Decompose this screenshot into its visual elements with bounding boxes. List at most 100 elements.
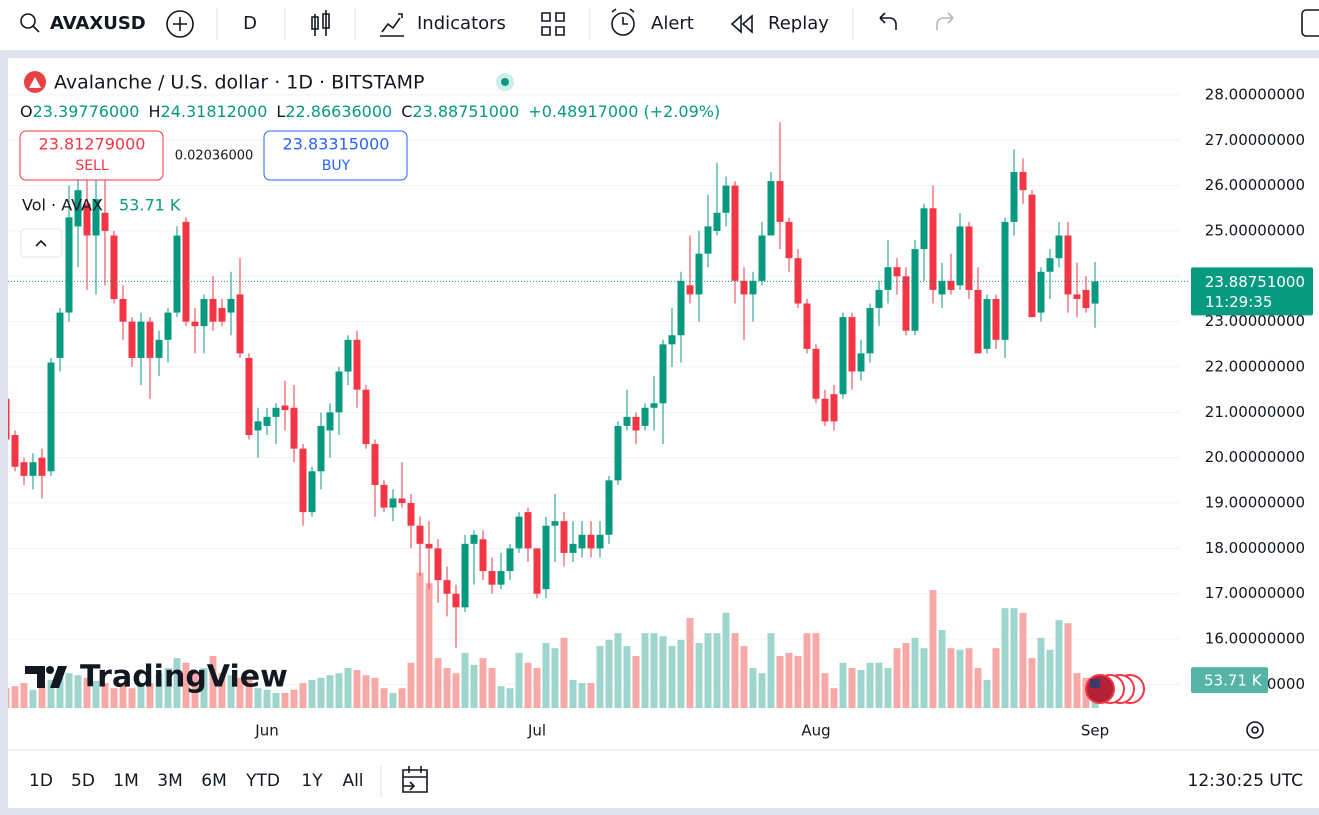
range-button[interactable]: 6M: [201, 771, 226, 791]
candle-body: [623, 416, 631, 426]
candle-body: [740, 280, 748, 295]
volume-bar: [461, 652, 469, 708]
candle-body: [965, 226, 973, 290]
volume-bar: [119, 683, 127, 708]
volume-bar: [686, 618, 694, 708]
volume-bar: [56, 677, 64, 708]
indicators-button[interactable]: Indicators: [417, 13, 506, 34]
chart-type-button[interactable]: [311, 10, 330, 36]
market-status-dot: [501, 78, 509, 86]
range-button[interactable]: 1M: [113, 771, 138, 791]
candle-body: [488, 571, 496, 585]
x-tick-label: Jul: [527, 722, 546, 740]
volume-bar: [893, 648, 901, 708]
undo-button[interactable]: [879, 12, 897, 30]
y-tick-label: 27.00000000: [1205, 131, 1305, 149]
range-button[interactable]: YTD: [245, 771, 280, 791]
candle-body: [920, 208, 928, 250]
goto-date-button[interactable]: [402, 766, 428, 793]
countdown: 11:29:35: [1205, 293, 1272, 311]
candle-body: [200, 298, 208, 327]
chevron-icon: [35, 239, 47, 247]
candle-body: [272, 407, 280, 417]
volume-bar: [110, 688, 118, 708]
settings-icon: [1251, 726, 1259, 734]
range-button[interactable]: 1D: [29, 771, 53, 791]
volume-bar: [947, 648, 955, 708]
candle-body: [803, 303, 811, 349]
volume-bar: [884, 667, 892, 708]
ohlc-value: 23.88751000: [412, 102, 519, 121]
volume-bar: [200, 667, 208, 708]
candle-body: [695, 253, 703, 295]
layouts-button[interactable]: [541, 12, 565, 36]
volume-bar: [335, 673, 343, 708]
range-button[interactable]: 1Y: [301, 771, 323, 791]
volume-bar: [605, 639, 613, 708]
symbol[interactable]: AVAXUSD: [50, 13, 146, 34]
volume-bar: [1028, 658, 1036, 708]
candle-body: [974, 289, 982, 354]
candle-body: [38, 457, 46, 476]
range-button[interactable]: 3M: [157, 771, 182, 791]
candle-body: [236, 294, 244, 354]
candle-body: [533, 548, 541, 594]
volume-legend: Vol · AVAX: [22, 196, 103, 215]
volume-bar: [533, 667, 541, 708]
candle-body: [128, 321, 136, 358]
candle-body: [641, 407, 649, 426]
settings-button[interactable]: [1246, 721, 1264, 739]
change: +0.48917000 (+2.09%): [528, 102, 720, 121]
volume-bar: [146, 683, 154, 708]
interval[interactable]: D: [243, 13, 257, 34]
volume-bar: [434, 658, 442, 708]
volume-badge-label: 53.71 K: [1204, 672, 1263, 690]
redo-button[interactable]: [936, 12, 954, 30]
volume-bar: [1064, 623, 1072, 708]
candle-body: [839, 317, 847, 395]
volume-bar: [137, 686, 145, 708]
volume-bar: [38, 686, 46, 708]
candle-body: [8, 398, 10, 440]
indicators-icon: [380, 13, 404, 37]
volume-bar: [632, 656, 640, 708]
sell-button[interactable]: [19, 130, 164, 181]
volume-bar: [74, 675, 82, 708]
candle-body: [290, 407, 298, 449]
candle-body: [947, 280, 955, 290]
panel-button[interactable]: [1301, 9, 1319, 37]
range-button[interactable]: 5D: [71, 771, 95, 791]
compare-button[interactable]: [166, 10, 194, 38]
volume-bar: [515, 652, 523, 708]
volume-bar: [641, 633, 649, 708]
candle-body: [956, 226, 964, 286]
volume-bar: [11, 686, 19, 708]
volume-bar: [866, 662, 874, 708]
range-button[interactable]: All: [342, 771, 363, 791]
candle-body: [308, 471, 316, 513]
candle-body: [146, 321, 154, 358]
candle-body: [569, 543, 577, 553]
volume-bar: [911, 637, 919, 708]
volume-bar: [272, 692, 280, 708]
candle-body: [425, 543, 433, 549]
replay-button[interactable]: Replay: [768, 13, 829, 34]
candle-body: [1064, 235, 1072, 295]
y-tick-label: 16.00000000: [1205, 630, 1305, 648]
alert-button[interactable]: Alert: [651, 13, 694, 34]
volume-bar: [416, 572, 424, 708]
candle-body: [884, 267, 892, 290]
buy-button[interactable]: [263, 130, 408, 181]
candle-body: [281, 405, 289, 411]
candle-body: [668, 335, 676, 345]
volume-bar: [128, 688, 136, 708]
volume-bar: [29, 689, 37, 708]
volume-bar: [596, 646, 604, 708]
volume-bar: [695, 643, 703, 708]
volume-bar: [902, 643, 910, 708]
volume-bar: [650, 633, 658, 708]
search-icon[interactable]: [20, 13, 36, 29]
collapse-button[interactable]: [20, 228, 63, 258]
